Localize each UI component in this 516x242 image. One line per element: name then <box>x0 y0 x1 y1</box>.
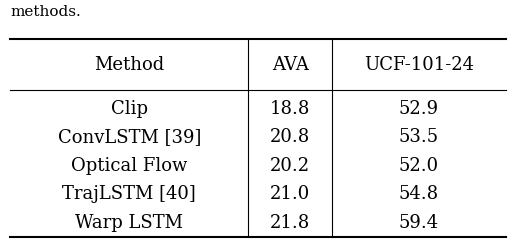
Text: Method: Method <box>94 56 164 74</box>
Text: 52.0: 52.0 <box>399 157 439 175</box>
Text: AVA: AVA <box>272 56 309 74</box>
Text: 20.8: 20.8 <box>270 128 310 146</box>
Text: UCF-101-24: UCF-101-24 <box>364 56 474 74</box>
Text: 18.8: 18.8 <box>270 100 311 118</box>
Text: methods.: methods. <box>10 5 81 19</box>
Text: Optical Flow: Optical Flow <box>71 157 187 175</box>
Text: 53.5: 53.5 <box>399 128 439 146</box>
Text: 52.9: 52.9 <box>399 100 439 118</box>
Text: 59.4: 59.4 <box>399 214 439 232</box>
Text: Clip: Clip <box>111 100 148 118</box>
Text: ConvLSTM [39]: ConvLSTM [39] <box>57 128 201 146</box>
Text: 20.2: 20.2 <box>270 157 310 175</box>
Text: Warp LSTM: Warp LSTM <box>75 214 183 232</box>
Text: 21.8: 21.8 <box>270 214 310 232</box>
Text: 21.0: 21.0 <box>270 185 310 203</box>
Text: TrajLSTM [40]: TrajLSTM [40] <box>62 185 196 203</box>
Text: 54.8: 54.8 <box>399 185 439 203</box>
